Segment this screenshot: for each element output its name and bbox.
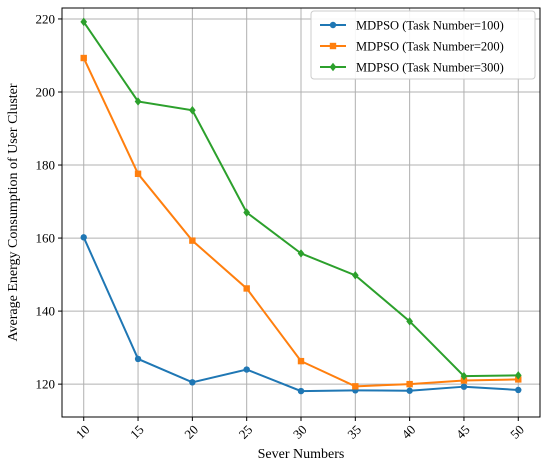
data-point	[134, 355, 142, 363]
x-tick-label: 10	[73, 422, 93, 442]
x-tick-label: 30	[290, 422, 310, 442]
data-point	[134, 170, 142, 177]
y-axis-label: Average Energy Consumption of User Clust…	[6, 83, 21, 341]
data-point	[243, 366, 250, 373]
y-tick-label: 180	[36, 158, 56, 173]
x-axis-label: Sever Numbers	[258, 447, 345, 462]
y-tick-label: 200	[36, 84, 56, 99]
data-point	[514, 371, 522, 380]
legend-label: MDPSO (Task Number=100)	[356, 19, 504, 33]
data-point	[80, 17, 88, 27]
data-point	[351, 271, 359, 280]
x-tick-label: 15	[127, 422, 147, 442]
y-tick-label: 220	[36, 11, 56, 26]
x-tick-label: 20	[181, 422, 201, 442]
data-point	[406, 380, 413, 388]
x-axis: 10 15 20 25 30 35 40 45 50	[73, 417, 527, 442]
x-tick-label: 40	[399, 422, 419, 442]
x-tick-label: 35	[344, 422, 364, 442]
data-point	[460, 371, 468, 381]
data-point	[189, 379, 196, 386]
data-point	[297, 249, 305, 258]
series-3	[80, 17, 522, 381]
data-point	[297, 387, 305, 395]
y-tick-label: 120	[36, 377, 56, 392]
data-point	[515, 386, 522, 394]
y-tick-label: 140	[36, 304, 56, 319]
series-lines	[80, 17, 522, 395]
data-point	[134, 97, 142, 106]
data-point	[297, 357, 305, 365]
legend-box	[310, 10, 536, 80]
x-tick-label: 45	[453, 422, 473, 442]
data-point	[189, 237, 196, 244]
y-axis: 120 140 160 180 200 220	[36, 11, 62, 392]
y-tick-label: 160	[36, 231, 56, 246]
data-point	[406, 317, 413, 326]
data-point	[460, 383, 468, 390]
legend: MDPSO (Task Number=100) MDPSO (Task Numbe…	[310, 10, 536, 80]
data-point	[243, 208, 251, 217]
data-point	[406, 387, 413, 394]
legend-label: MDPSO (Task Number=200)	[356, 40, 504, 54]
data-point	[80, 54, 87, 62]
series-1	[80, 234, 522, 395]
legend-swatch-marker	[329, 21, 337, 29]
data-point	[243, 285, 250, 292]
data-point	[80, 234, 87, 241]
legend-swatch-marker	[329, 62, 337, 72]
x-tick-label: 50	[507, 422, 527, 442]
legend-swatch-marker	[329, 42, 337, 50]
data-point	[352, 383, 359, 390]
data-point	[189, 106, 196, 115]
data-point	[460, 377, 468, 384]
x-tick-label: 25	[236, 422, 256, 442]
legend-label: MDPSO (Task Number=300)	[356, 61, 504, 75]
